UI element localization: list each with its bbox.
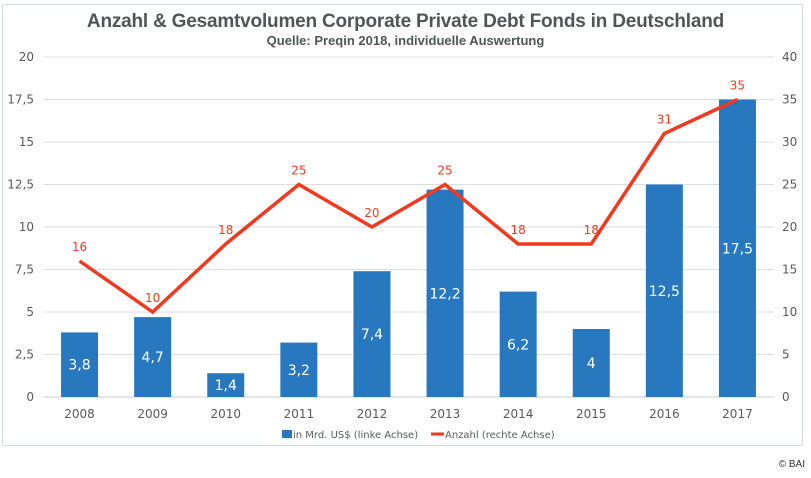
- legend-swatch-bars: [282, 430, 292, 438]
- x-axis-tick-label: 2012: [357, 407, 388, 421]
- bar-label-2011: 3,2: [288, 363, 310, 379]
- left-axis-tick-label: 20: [19, 50, 34, 64]
- bar-2016: [645, 184, 683, 397]
- right-axis-tick-label: 0: [782, 390, 790, 404]
- bar-2015: [572, 329, 610, 397]
- line-label-2015: 18: [584, 223, 599, 237]
- x-axis-tick-label: 2013: [430, 407, 461, 421]
- bar-2017: [718, 99, 756, 397]
- right-axis-tick-label: 10: [782, 305, 797, 319]
- bar-label-2015: 4: [587, 356, 596, 372]
- left-axis-tick-label: 5: [26, 305, 34, 319]
- right-axis-ticks: 0 5 10 15 20 25 30 35 40: [782, 50, 797, 404]
- bar-2010: [207, 373, 245, 397]
- x-axis-tick-label: 2015: [576, 407, 607, 421]
- chart-title: Anzahl & Gesamtvolumen Corporate Private…: [86, 11, 725, 32]
- bar-label-2017: 17,5: [722, 241, 753, 257]
- left-axis-ticks: 0 2,5 5 7,5 10 12,5 15 17,5 20: [7, 50, 34, 404]
- x-axis-tick-label: 2009: [137, 407, 168, 421]
- bar-label-2009: 4,7: [142, 350, 164, 366]
- right-axis-tick-label: 5: [782, 348, 790, 362]
- left-axis-tick-label: 12,5: [7, 178, 34, 192]
- x-axis-tick-label: 2008: [64, 407, 95, 421]
- legend: in Mrd. US$ (linke Achse) Anzahl (rechte…: [282, 430, 555, 441]
- chart-subtitle: Quelle: Preqin 2018, individuelle Auswer…: [266, 33, 545, 48]
- x-axis-tick-label: 2014: [503, 407, 534, 421]
- right-axis-tick-label: 25: [782, 178, 797, 192]
- right-axis-tick-label: 20: [782, 220, 797, 234]
- line-label-2017: 35: [730, 79, 745, 93]
- bar-series: [61, 99, 756, 397]
- right-axis-tick-label: 15: [782, 263, 797, 277]
- right-axis-tick-label: 30: [782, 135, 797, 149]
- line-series: [78, 97, 739, 315]
- left-axis-tick-label: 10: [19, 220, 34, 234]
- bar-2008: [61, 332, 99, 397]
- left-axis-tick-label: 15: [19, 135, 34, 149]
- bar-data-labels: 3,8 4,7 1,4 3,2 7,4 12,2 6,2 4 12,5 17,5: [68, 241, 753, 394]
- left-axis-tick-label: 2,5: [15, 348, 34, 362]
- line-data-labels: 16 10 18 25 20 25 18 18 31 35: [72, 79, 745, 306]
- bar-label-2013: 12,2: [429, 286, 460, 302]
- bar-label-2008: 3,8: [68, 358, 90, 374]
- line-label-2009: 10: [145, 291, 160, 305]
- copyright: © BAI: [778, 459, 805, 470]
- line-anzahl: [78, 97, 739, 315]
- bar-label-2016: 12,5: [649, 284, 680, 300]
- x-axis-ticks: 2008 2009 2010 2011 2012 2013 2014 2015 2016 2017: [64, 407, 752, 421]
- bar-label-2010: 1,4: [215, 378, 237, 394]
- legend-label-bars: in Mrd. US$ (linke Achse): [293, 430, 418, 441]
- bar-2009: [134, 317, 172, 397]
- line-label-2016: 31: [657, 113, 672, 127]
- line-label-2012: 20: [364, 206, 379, 220]
- bar-label-2014: 6,2: [507, 337, 529, 353]
- x-axis-tick-label: 2017: [722, 407, 753, 421]
- chart-frame: [2, 4, 803, 446]
- bar-2014: [499, 291, 537, 397]
- line-label-2010: 18: [218, 223, 233, 237]
- bar-2012: [353, 271, 391, 397]
- x-axis-tick-label: 2010: [210, 407, 241, 421]
- x-axis-tick-label: 2011: [284, 407, 315, 421]
- legend-swatch-line: [431, 432, 444, 436]
- legend-label-line: Anzahl (rechte Achse): [445, 430, 555, 441]
- right-axis-tick-label: 40: [782, 50, 797, 64]
- x-axis-tick-label: 2016: [649, 407, 680, 421]
- line-label-2013: 25: [437, 164, 452, 178]
- line-label-2011: 25: [291, 164, 306, 178]
- line-label-2014: 18: [511, 223, 526, 237]
- bar-2011: [280, 342, 318, 397]
- bar-2013: [426, 189, 464, 397]
- left-axis-tick-label: 17,5: [7, 93, 34, 107]
- bar-label-2012: 7,4: [361, 327, 383, 343]
- left-axis-tick-label: 0: [26, 390, 34, 404]
- left-axis-tick-label: 7,5: [15, 263, 34, 277]
- line-label-2008: 16: [72, 240, 87, 254]
- right-axis-tick-label: 35: [782, 93, 797, 107]
